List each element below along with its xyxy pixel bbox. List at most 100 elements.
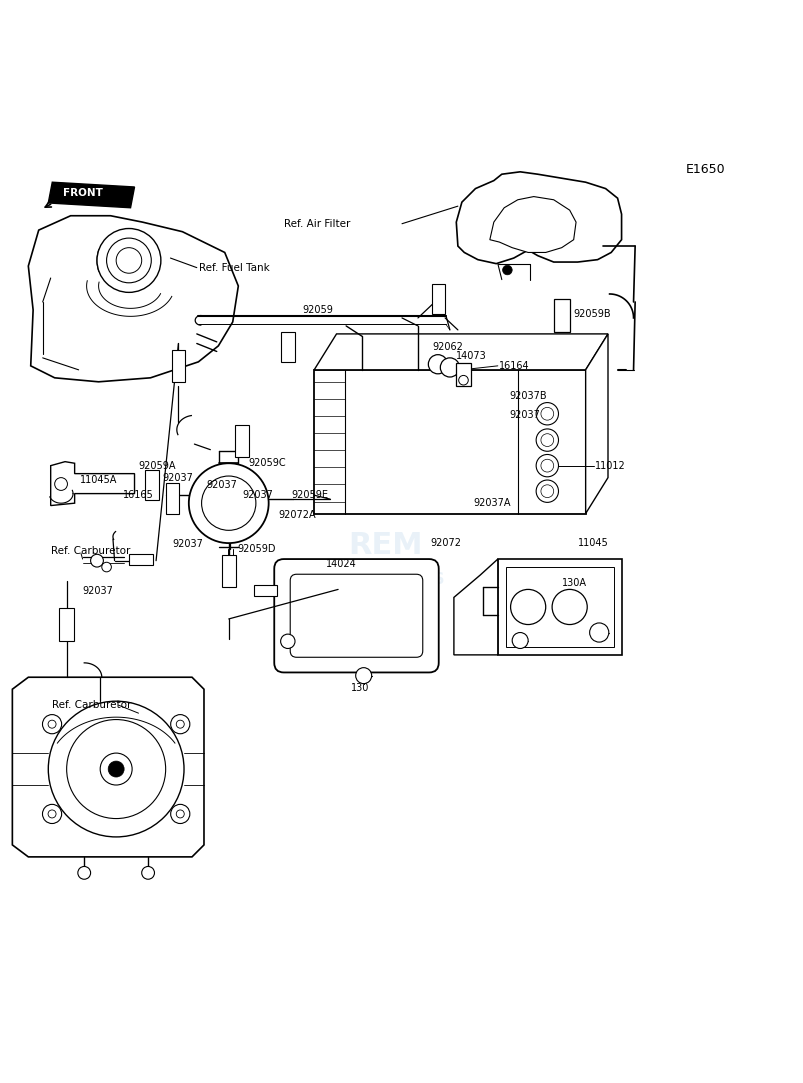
Circle shape — [552, 589, 586, 625]
Circle shape — [170, 805, 190, 823]
Text: FRONT: FRONT — [63, 188, 103, 198]
Circle shape — [116, 248, 141, 273]
Circle shape — [536, 455, 558, 477]
Bar — [505, 567, 613, 647]
Text: 11045A: 11045A — [80, 475, 117, 485]
Circle shape — [43, 715, 62, 734]
Circle shape — [48, 810, 56, 818]
Text: 92037B: 92037B — [509, 391, 547, 401]
Circle shape — [355, 667, 371, 683]
Text: 16165: 16165 — [122, 491, 153, 500]
Text: MOTORPARTS: MOTORPARTS — [327, 572, 444, 587]
Circle shape — [512, 632, 528, 649]
Circle shape — [540, 407, 553, 420]
Circle shape — [536, 403, 558, 425]
Circle shape — [48, 701, 184, 837]
Text: 92059C: 92059C — [248, 458, 286, 468]
Text: 16164: 16164 — [499, 361, 529, 370]
Text: 92062: 92062 — [432, 342, 463, 352]
Text: E1650: E1650 — [685, 162, 724, 175]
Text: Ref. Carburetor: Ref. Carburetor — [52, 701, 132, 710]
Text: REM: REM — [349, 531, 423, 560]
Circle shape — [107, 238, 151, 283]
Text: 92072A: 92072A — [278, 510, 316, 520]
Circle shape — [102, 562, 112, 572]
Text: 11012: 11012 — [594, 460, 626, 471]
Circle shape — [540, 459, 553, 472]
Circle shape — [502, 265, 512, 275]
Text: 92059: 92059 — [302, 305, 332, 315]
Circle shape — [428, 354, 447, 374]
Text: 92037: 92037 — [172, 539, 202, 549]
Circle shape — [280, 635, 295, 649]
Bar — [172, 350, 185, 382]
Polygon shape — [456, 172, 621, 263]
Bar — [497, 559, 621, 655]
Bar — [553, 299, 569, 332]
Text: 92072: 92072 — [430, 538, 460, 548]
Text: 11045: 11045 — [577, 538, 608, 548]
Circle shape — [78, 866, 91, 879]
Circle shape — [48, 720, 56, 728]
Text: 92059B: 92059B — [573, 309, 610, 318]
Polygon shape — [314, 334, 607, 369]
FancyBboxPatch shape — [290, 574, 422, 657]
Circle shape — [97, 229, 161, 292]
Bar — [254, 585, 276, 596]
Bar — [432, 284, 445, 314]
FancyBboxPatch shape — [274, 559, 438, 673]
Circle shape — [43, 805, 62, 823]
Bar — [234, 425, 249, 457]
Bar — [222, 556, 235, 587]
Text: 92059A: 92059A — [138, 460, 176, 471]
Circle shape — [176, 810, 184, 818]
Text: 92037: 92037 — [242, 491, 273, 500]
Polygon shape — [454, 559, 497, 655]
Bar — [59, 608, 74, 641]
Circle shape — [170, 715, 190, 734]
Bar — [280, 331, 295, 362]
Circle shape — [141, 866, 154, 879]
Circle shape — [67, 719, 165, 819]
Polygon shape — [585, 334, 607, 513]
Text: Ref. Fuel Tank: Ref. Fuel Tank — [199, 263, 270, 273]
Circle shape — [202, 477, 255, 531]
Text: 130: 130 — [351, 682, 369, 693]
Circle shape — [108, 761, 124, 777]
Text: 92037: 92037 — [83, 586, 113, 596]
Text: 14024: 14024 — [326, 559, 357, 569]
Bar — [456, 364, 470, 386]
Bar — [128, 554, 153, 565]
Bar — [314, 369, 585, 513]
Text: 92059D: 92059D — [237, 545, 275, 554]
Text: 92059E: 92059E — [291, 491, 328, 500]
Polygon shape — [48, 182, 134, 208]
Circle shape — [55, 478, 67, 491]
Circle shape — [540, 433, 553, 446]
Bar — [166, 483, 179, 513]
Polygon shape — [28, 216, 238, 382]
Polygon shape — [489, 197, 575, 252]
Text: 92037: 92037 — [206, 480, 237, 490]
Circle shape — [91, 554, 104, 567]
Circle shape — [536, 429, 558, 452]
Circle shape — [176, 720, 184, 728]
Circle shape — [540, 485, 553, 497]
Circle shape — [536, 480, 558, 503]
Text: 14073: 14073 — [456, 351, 487, 362]
Circle shape — [589, 623, 608, 642]
Text: 92037: 92037 — [162, 472, 193, 483]
Circle shape — [459, 376, 467, 384]
Circle shape — [510, 589, 545, 625]
Text: 92037: 92037 — [509, 410, 540, 420]
Circle shape — [100, 753, 132, 785]
Text: 92037A: 92037A — [473, 498, 511, 508]
Circle shape — [189, 464, 268, 543]
Text: 130A: 130A — [561, 578, 586, 588]
Circle shape — [440, 357, 459, 377]
Polygon shape — [12, 677, 204, 857]
Text: Ref. Air Filter: Ref. Air Filter — [283, 219, 350, 229]
Text: Ref. Carburetor: Ref. Carburetor — [51, 546, 130, 556]
Bar — [145, 470, 159, 500]
Polygon shape — [51, 461, 134, 506]
